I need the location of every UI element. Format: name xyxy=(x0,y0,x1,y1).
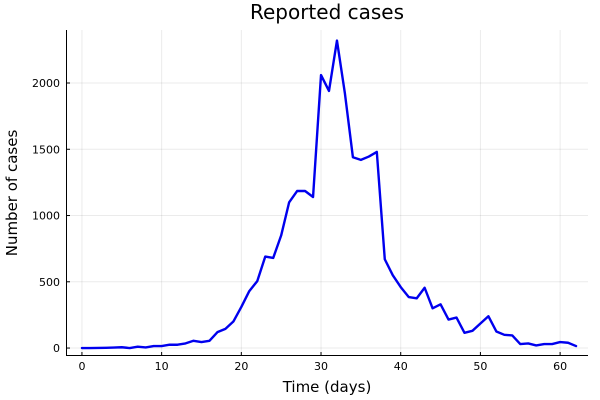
x-tick-label: 0 xyxy=(78,360,85,373)
y-tick-label: 1000 xyxy=(32,210,60,223)
x-tick-label: 40 xyxy=(394,360,408,373)
x-tick-label: 20 xyxy=(234,360,248,373)
y-tick-label: 2000 xyxy=(32,77,60,90)
series-line xyxy=(80,39,578,350)
x-tick-label: 60 xyxy=(553,360,567,373)
x-tick-label: 30 xyxy=(314,360,328,373)
y-axis-label: Number of cases xyxy=(3,130,21,257)
y-tick-label: 1500 xyxy=(32,143,60,156)
axes xyxy=(66,30,588,356)
series-group xyxy=(80,39,578,350)
y-tick-label: 500 xyxy=(39,276,60,289)
x-tick-label: 10 xyxy=(155,360,169,373)
x-ticks: 0 10 20 30 40 50 60 xyxy=(78,352,567,373)
y-tick-label: 0 xyxy=(53,342,60,355)
chart-title: Reported cases xyxy=(250,0,404,24)
x-axis-label: Time (days) xyxy=(282,378,372,396)
x-tick-label: 50 xyxy=(473,360,487,373)
grid xyxy=(66,30,588,356)
y-ticks: 0 500 1000 1500 2000 xyxy=(32,77,70,355)
